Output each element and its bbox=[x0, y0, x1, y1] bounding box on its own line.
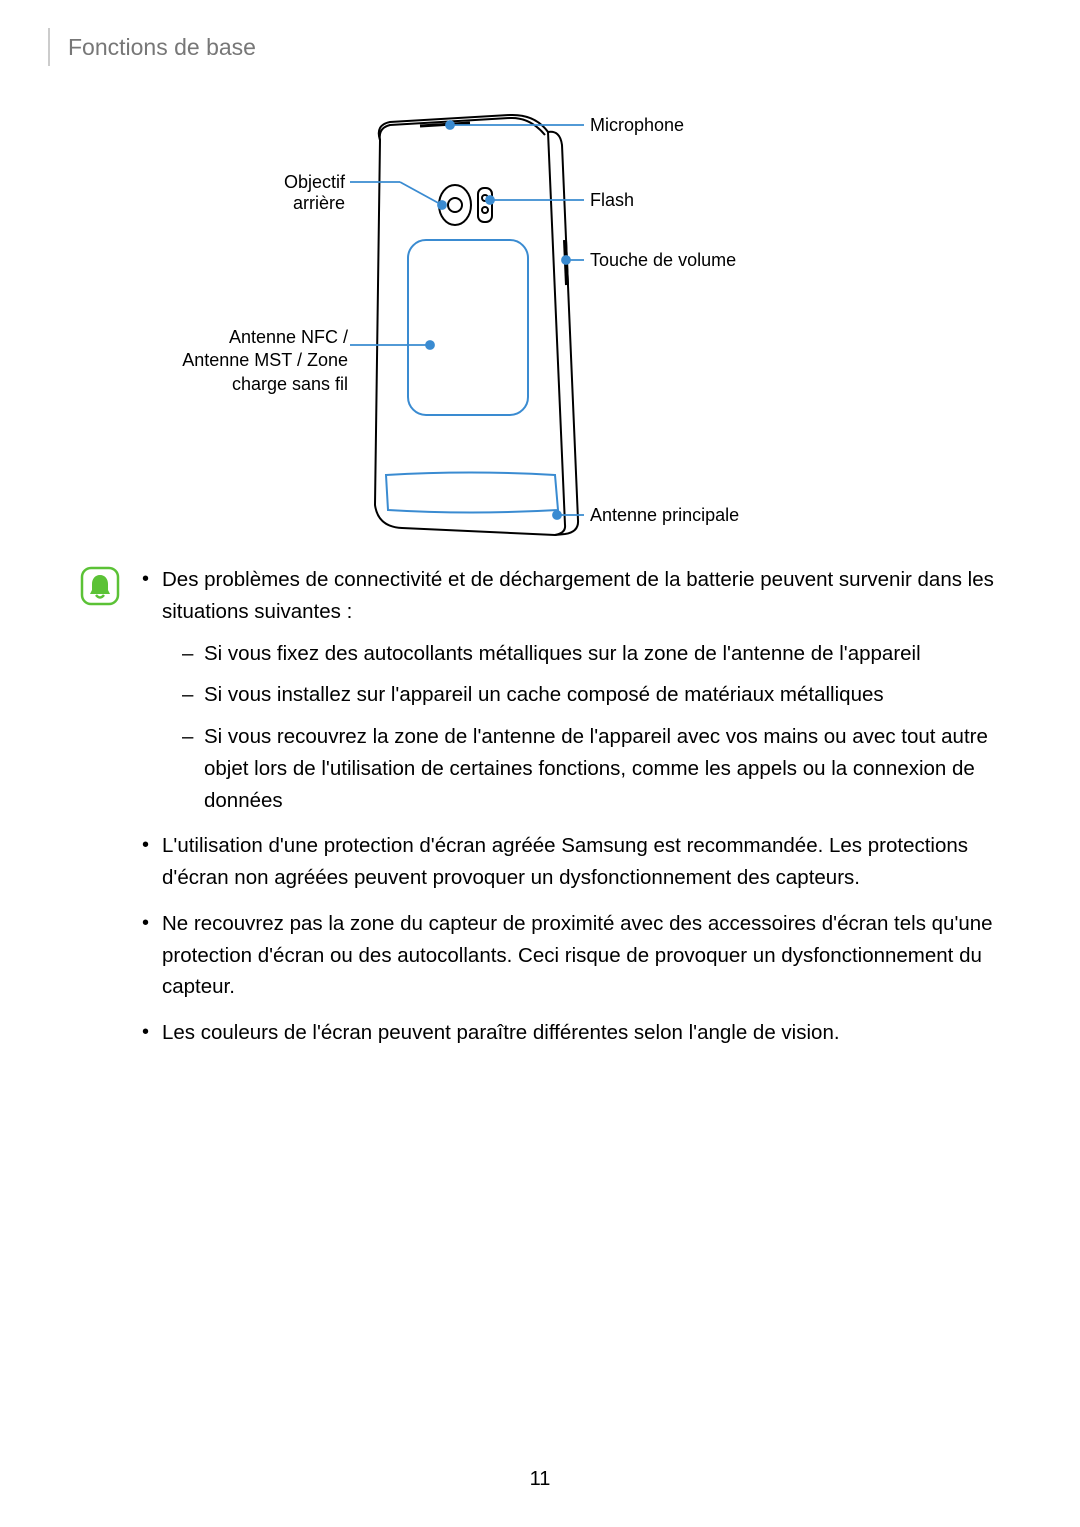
note-subitem: Si vous recouvrez la zone de l'antenne d… bbox=[162, 721, 1020, 816]
notification-bell-icon bbox=[80, 566, 120, 606]
note-item: Ne recouvrez pas la zone du capteur de p… bbox=[138, 908, 1020, 1003]
label-main-antenna: Antenne principale bbox=[590, 505, 739, 526]
label-rear-lens: Objectif arrière bbox=[240, 172, 345, 214]
page-number: 11 bbox=[0, 1468, 1080, 1491]
header-divider bbox=[48, 28, 50, 66]
note-content: Des problèmes de connectivité et de déch… bbox=[138, 564, 1020, 1063]
label-flash: Flash bbox=[590, 190, 634, 211]
label-nfc: Antenne NFC / Antenne MST / Zone charge … bbox=[170, 326, 348, 396]
note-item-intro: Des problèmes de connectivité et de déch… bbox=[138, 564, 1020, 816]
note-item: Les couleurs de l'écran peuvent paraître… bbox=[138, 1017, 1020, 1049]
note-subitem: Si vous installez sur l'appareil un cach… bbox=[162, 679, 1020, 711]
note-item: L'utilisation d'une protection d'écran a… bbox=[138, 830, 1020, 894]
page-header: Fonctions de base bbox=[48, 28, 256, 66]
note-block: Des problèmes de connectivité et de déch… bbox=[80, 564, 1020, 1063]
label-volume: Touche de volume bbox=[590, 250, 736, 271]
device-diagram: Microphone Objectif arrière Flash Touche… bbox=[150, 110, 900, 540]
note-subitem: Si vous fixez des autocollants métalliqu… bbox=[162, 638, 1020, 670]
note-intro-text: Des problèmes de connectivité et de déch… bbox=[162, 568, 994, 623]
label-microphone: Microphone bbox=[590, 115, 684, 136]
section-title: Fonctions de base bbox=[68, 34, 256, 61]
